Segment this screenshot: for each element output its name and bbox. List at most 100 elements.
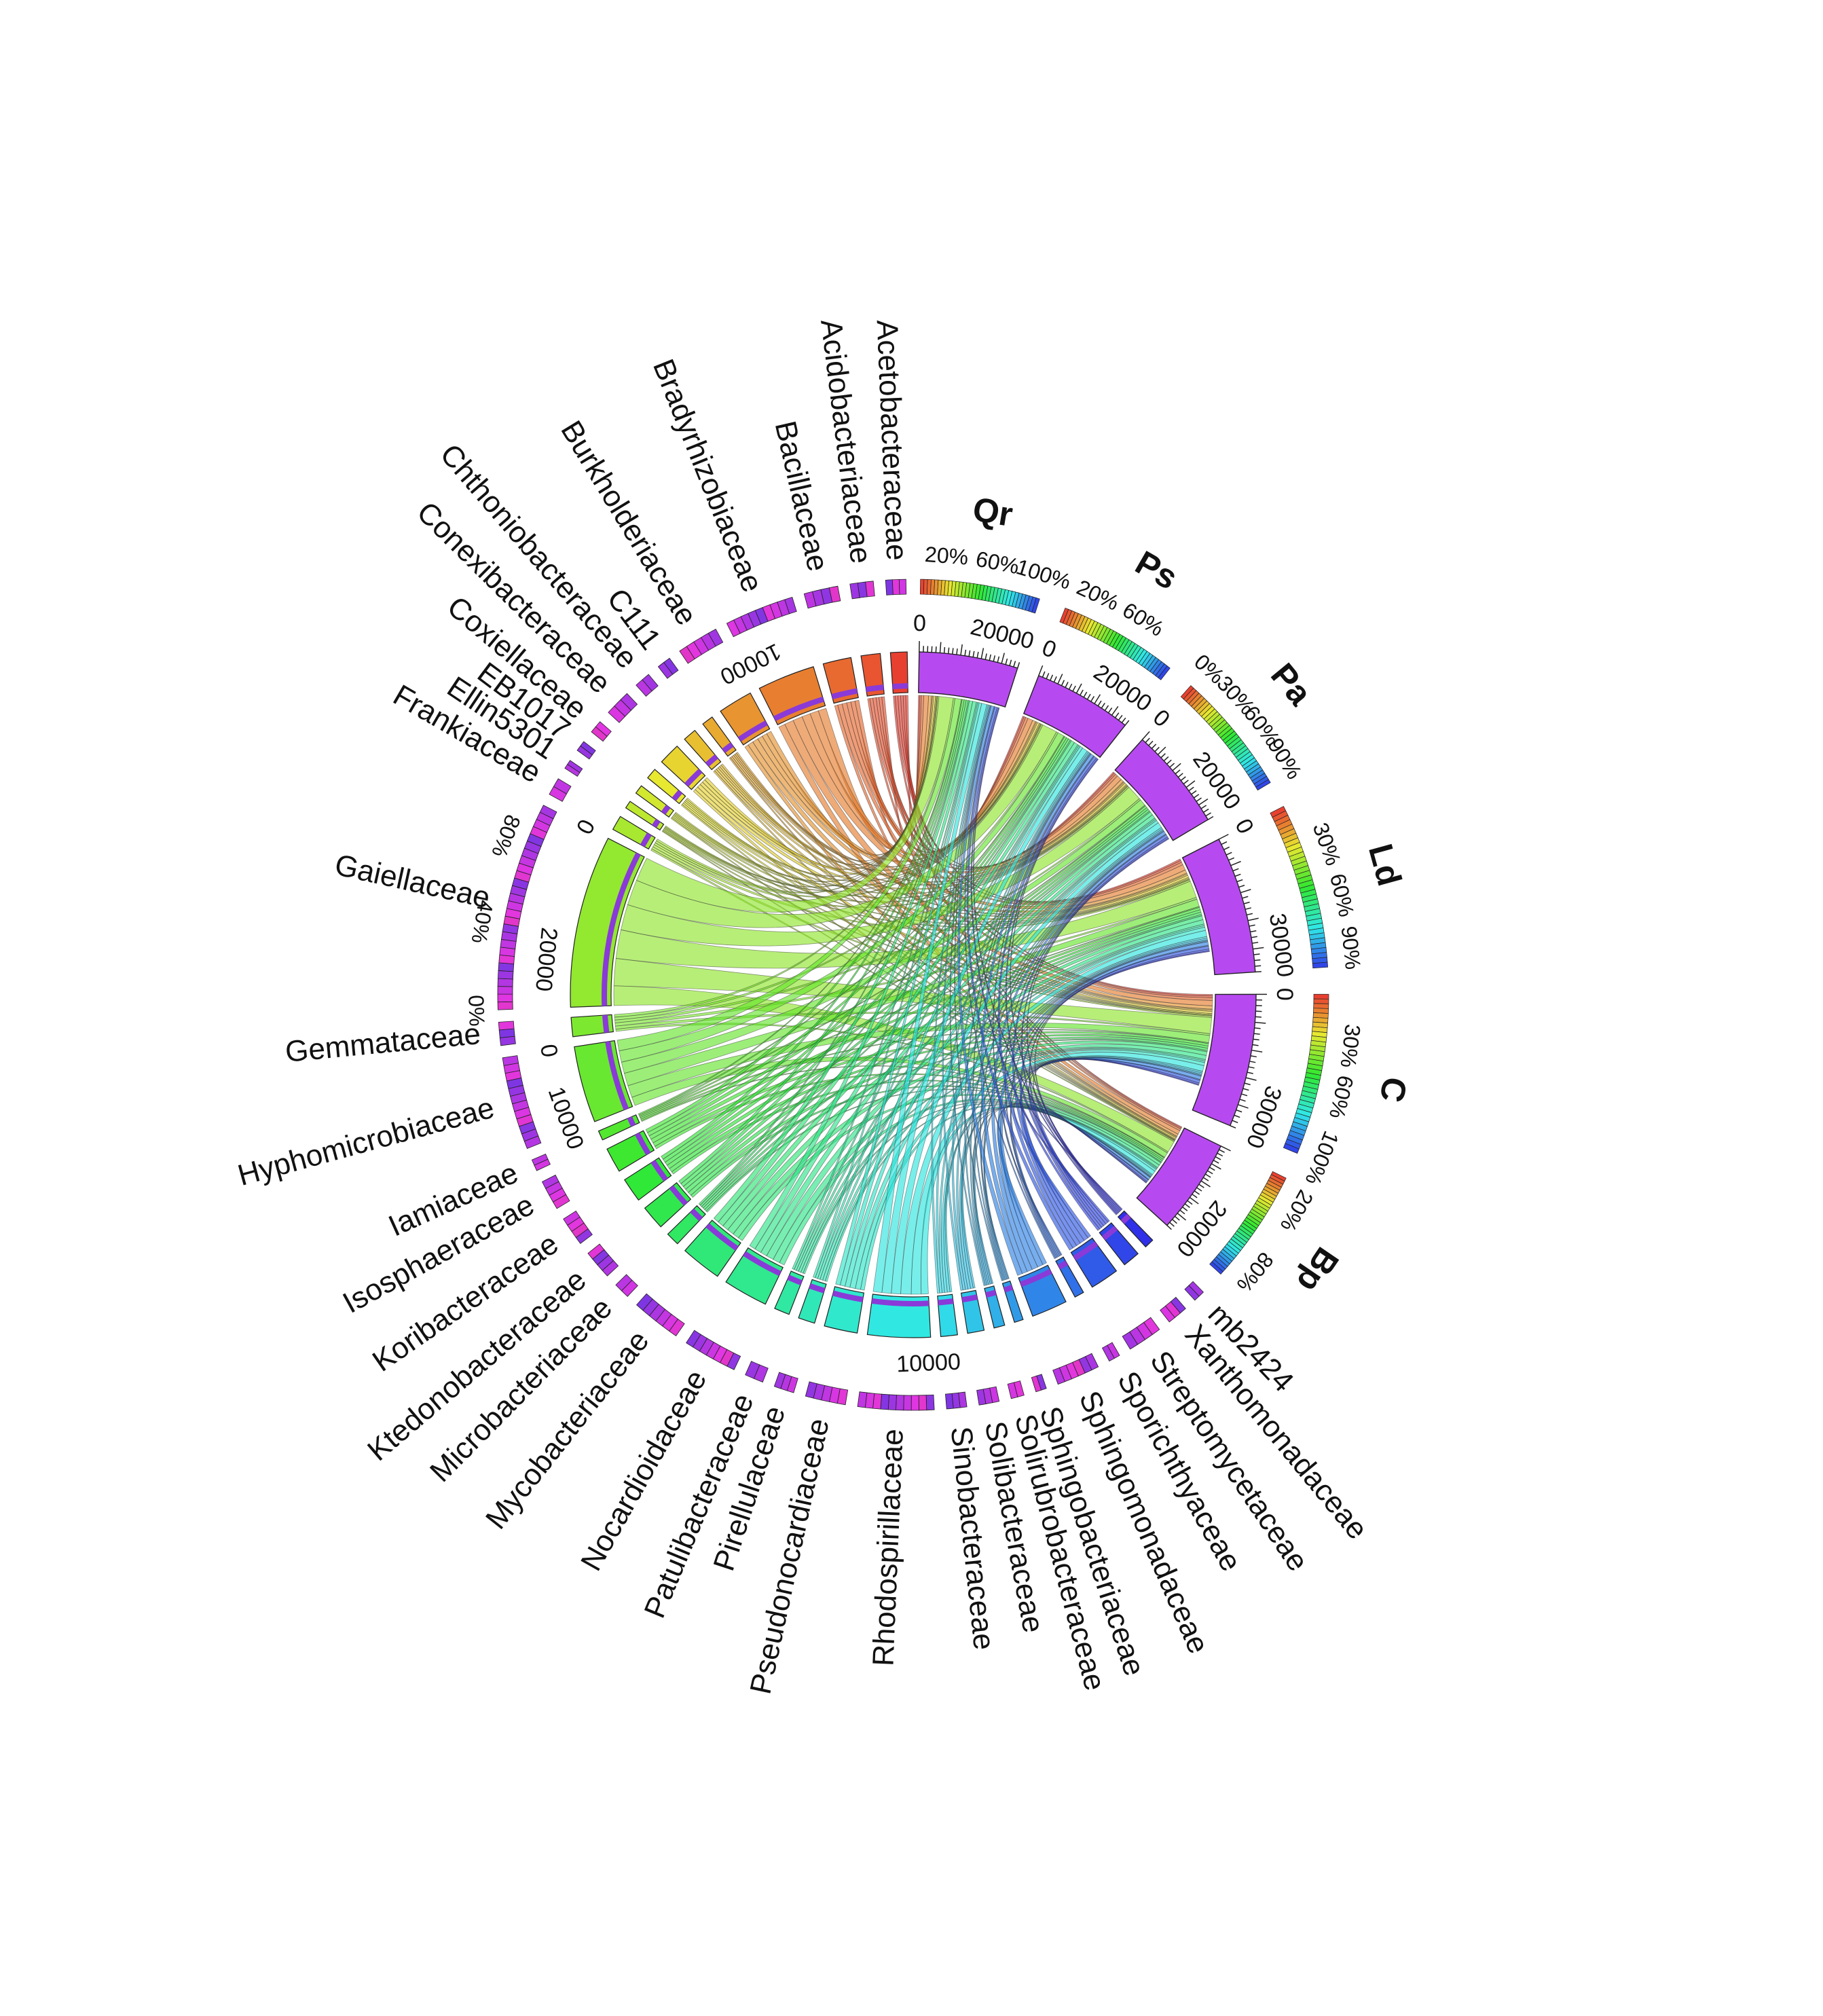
group-pct-label: 60%	[1118, 598, 1168, 641]
group-tick	[1177, 773, 1183, 778]
ribbon	[1019, 1097, 1148, 1223]
family-stack-segment	[707, 628, 724, 647]
group-stack-segment	[1313, 1003, 1329, 1009]
group-tick	[1118, 714, 1123, 721]
family-stack-segment	[773, 1372, 786, 1389]
ribbon	[685, 911, 1202, 1193]
group-tick	[1254, 959, 1261, 961]
group-tick	[1253, 1033, 1260, 1035]
family-stack-segment	[541, 1174, 559, 1189]
ribbon	[684, 784, 1128, 895]
group-tick	[1053, 676, 1057, 682]
family-stack-segment	[784, 597, 797, 615]
family-arc-strip	[866, 684, 884, 693]
group-tick	[1238, 1104, 1249, 1109]
group-pct-label: 30%	[1336, 1023, 1365, 1069]
group-tick	[1184, 1203, 1190, 1208]
family-stack-segment	[910, 1395, 919, 1411]
ribbon	[954, 705, 1003, 1281]
ribbon	[936, 750, 1089, 1294]
family-stack-segment	[595, 721, 612, 737]
ribbon	[638, 699, 963, 1116]
group-arc	[1023, 675, 1126, 758]
family-arc-strip	[1020, 1268, 1052, 1287]
family-arc-strip	[1073, 1241, 1099, 1261]
group-tick	[1094, 694, 1101, 704]
group-stack-segment	[1283, 1143, 1300, 1154]
group-tick	[1083, 691, 1088, 698]
group-tick	[1180, 776, 1186, 782]
family-arc-strip	[669, 1185, 688, 1206]
ribbon	[673, 784, 1128, 899]
group-tick	[968, 650, 971, 657]
ribbon	[714, 769, 1213, 1012]
group-tick	[1232, 868, 1239, 872]
group-pct-label: 20%	[1276, 1186, 1319, 1236]
group-arc	[1114, 739, 1209, 841]
group-tick	[1253, 1038, 1259, 1041]
group-tick	[1154, 746, 1160, 752]
arcs-layer	[570, 641, 1268, 1338]
ribbon	[698, 700, 970, 1206]
group-tick	[1248, 1066, 1255, 1069]
ribbon	[1003, 1102, 1149, 1256]
ribbon	[1021, 836, 1169, 1228]
ribbon	[1010, 1058, 1201, 1257]
group-tick	[1238, 885, 1245, 888]
family-tick-label: 10000	[543, 1084, 589, 1153]
group-tick	[1252, 942, 1259, 944]
ribbon	[749, 701, 977, 1249]
group-tick	[1179, 1209, 1185, 1215]
family-stack-segment	[1101, 1344, 1115, 1362]
family-stack-segment	[1007, 1382, 1018, 1399]
group-pct-label: 100%	[1014, 554, 1074, 594]
family-label: Bacillaceae	[769, 418, 835, 574]
group-pct-label: 90%	[1337, 925, 1366, 971]
group-tick	[1075, 683, 1082, 694]
ribbon	[872, 703, 988, 1294]
family-stack-segment	[531, 1153, 549, 1166]
ribbon	[854, 695, 925, 847]
ribbon	[665, 695, 938, 888]
ribbon	[727, 915, 1204, 1234]
group-tick	[1245, 1077, 1257, 1081]
family-stack-segment	[636, 1293, 653, 1311]
group-tick	[1251, 936, 1257, 938]
group-tick	[1234, 1114, 1240, 1118]
family-arc-strip	[690, 1208, 703, 1222]
ribbon	[817, 818, 1157, 1280]
group-tick	[1166, 759, 1172, 765]
ribbon	[835, 702, 982, 1286]
group-tick	[993, 655, 996, 662]
group-tick	[1209, 1167, 1215, 1171]
group-label: Ps	[1129, 543, 1184, 597]
family-pct-label: 80%	[487, 811, 526, 861]
group-tick	[1104, 705, 1109, 711]
group-tick	[1232, 1120, 1238, 1124]
group-tick	[1253, 947, 1264, 950]
family-arc-strip	[722, 742, 734, 753]
family-arc-strip	[602, 1014, 610, 1033]
group-tick	[1148, 740, 1154, 746]
group-tick	[1163, 756, 1169, 762]
group-pct-label: 60%	[1325, 1073, 1359, 1121]
group-tick	[1151, 744, 1157, 749]
group-pct-label: 20%	[924, 542, 970, 570]
ribbon	[718, 740, 1075, 1227]
family-pct-label: 0%	[464, 995, 490, 1027]
family-arc-strip	[1120, 1213, 1131, 1224]
group-tick	[1183, 780, 1189, 785]
family-stack-segment	[620, 693, 638, 711]
family-label: Gemmataceae	[284, 1017, 482, 1069]
group-tick	[1247, 1071, 1253, 1074]
group-tick	[1200, 805, 1207, 809]
group-tick	[1160, 753, 1166, 758]
ribbon	[652, 844, 1191, 931]
group-tick	[1068, 683, 1073, 690]
group-tick-label: 0	[913, 610, 927, 636]
group-pct-label: 80%	[1232, 1247, 1278, 1296]
group-tick	[1211, 1163, 1221, 1170]
group-stack-segment	[919, 579, 925, 595]
ribbon	[972, 1106, 1152, 1284]
group-stack-segment	[1158, 665, 1171, 680]
